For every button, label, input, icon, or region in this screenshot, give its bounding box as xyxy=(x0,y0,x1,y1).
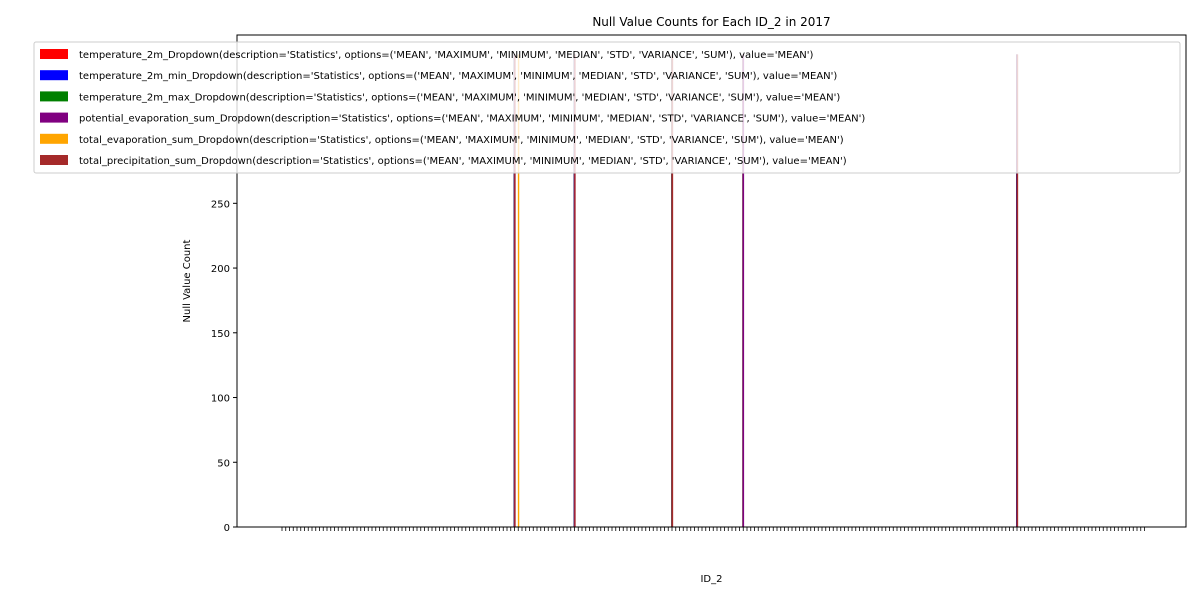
y-tick-label: 50 xyxy=(217,458,230,469)
bars-layer xyxy=(513,54,1019,527)
legend-swatch xyxy=(40,133,68,144)
bar xyxy=(671,54,674,527)
legend-swatch xyxy=(40,70,68,81)
y-tick-label: 150 xyxy=(211,329,230,340)
plot-area-frame xyxy=(236,34,1187,528)
y-tick-label: 0 xyxy=(224,523,230,534)
bar xyxy=(1016,54,1019,527)
x-axis-title: ID_2 xyxy=(700,574,722,585)
bar xyxy=(742,54,745,527)
chart-title: Null Value Counts for Each ID_2 in 2017 xyxy=(592,15,830,29)
bar xyxy=(517,54,520,527)
legend-frame xyxy=(33,41,1181,174)
legend-label: potential_evaporation_sum_Dropdown(descr… xyxy=(79,114,865,125)
legend: temperature_2m_Dropdown(description='Sta… xyxy=(33,41,1181,174)
y-tick-label: 100 xyxy=(211,394,230,405)
bar xyxy=(514,54,516,527)
bar xyxy=(574,54,576,527)
legend-label: total_evaporation_sum_Dropdown(descripti… xyxy=(79,135,844,146)
y-tick-label: 200 xyxy=(211,264,230,275)
y-axis-ticks: 0 50 100 150 200 250 xyxy=(211,199,237,534)
legend-label: total_precipitation_sum_Dropdown(descrip… xyxy=(79,156,847,167)
legend-swatch xyxy=(40,91,68,102)
x-tick-marks xyxy=(281,527,1145,531)
legend-label: temperature_2m_max_Dropdown(description=… xyxy=(79,92,840,103)
legend-swatch xyxy=(40,49,68,59)
legend-swatch xyxy=(40,155,68,165)
legend-label: temperature_2m_Dropdown(description='Sta… xyxy=(79,50,814,61)
legend-label: temperature_2m_min_Dropdown(description=… xyxy=(79,71,837,82)
legend-swatch xyxy=(40,112,68,123)
y-tick-label: 250 xyxy=(211,199,230,210)
y-axis-title: Null Value Count xyxy=(182,239,193,322)
